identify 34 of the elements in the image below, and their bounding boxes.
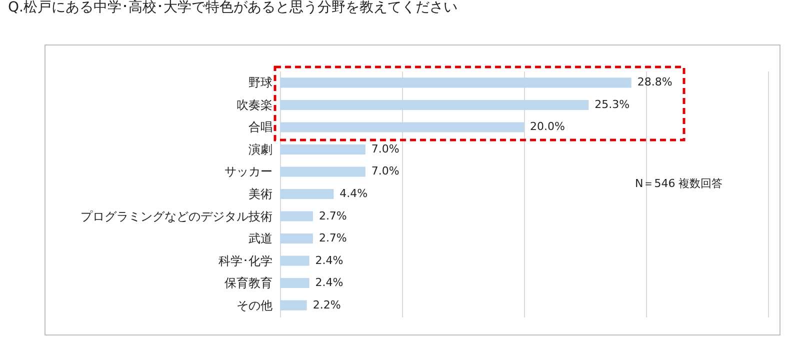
bar [280, 78, 632, 88]
data-label: 4.4% [340, 187, 368, 200]
bar [280, 278, 310, 288]
data-label: 20.0% [530, 120, 565, 134]
data-label: 2.4% [315, 254, 344, 267]
data-label: 7.0% [371, 142, 400, 156]
data-label: 2.7% [318, 209, 347, 222]
y-tick-label: サッカー [224, 164, 272, 179]
y-tick-label: 科学･化学 [218, 254, 272, 268]
y-tick-label: 野球 [248, 76, 272, 90]
y-tick-label: その他 [236, 298, 272, 312]
y-tick-label: 美術 [248, 187, 272, 201]
y-tick-label: 吹奏楽 [236, 98, 272, 112]
bar [280, 256, 310, 266]
bar [280, 188, 334, 200]
y-tick-label: プログラミングなどのデジタル技術 [80, 209, 272, 224]
data-label: 28.8% [637, 76, 672, 89]
data-label: 25.3% [594, 98, 630, 111]
y-tick-label: 演劇 [248, 142, 272, 156]
data-label: 2.4% [315, 276, 344, 290]
bar [280, 144, 366, 154]
bar [280, 211, 313, 222]
bar [280, 234, 313, 244]
bar [280, 300, 307, 310]
y-tick-label: 合唱 [248, 120, 272, 134]
bar [280, 100, 589, 110]
data-label: 2.7% [318, 232, 347, 245]
y-tick-label: 武道 [248, 232, 272, 246]
y-tick-label: 保育教育 [224, 276, 272, 290]
data-label: 7.0% [371, 164, 400, 178]
bar [280, 166, 366, 177]
data-label: 2.2% [312, 298, 341, 312]
annotation: N＝546 複数回答 [635, 177, 723, 190]
bar [280, 122, 524, 132]
